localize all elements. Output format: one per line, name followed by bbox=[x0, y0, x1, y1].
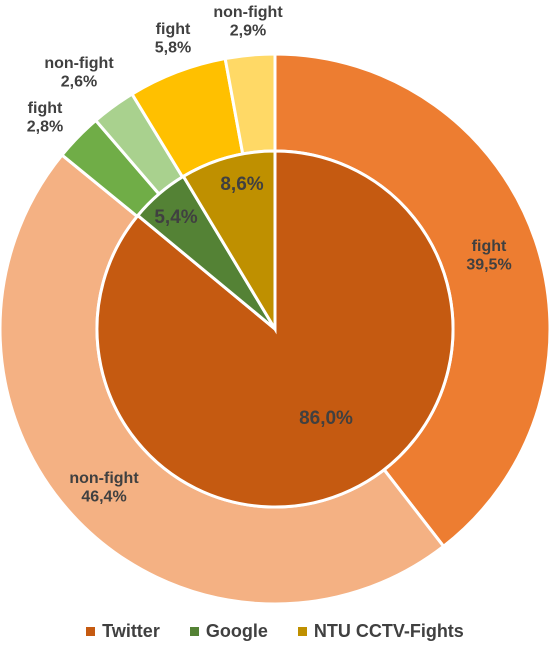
inner-slice-twitter bbox=[95, 149, 455, 509]
legend-item-twitter: Twitter bbox=[86, 621, 160, 642]
outer-label-google-non-fight: non-fight 2,6% bbox=[44, 55, 114, 91]
outer-label-google-fight: fight 2,8% bbox=[27, 100, 63, 136]
inner-label-twitter: 86,0% bbox=[299, 408, 353, 429]
outer-label-twitter-non-fight: non-fight 46,4% bbox=[69, 470, 139, 506]
legend-swatch bbox=[297, 626, 307, 636]
inner-pie bbox=[95, 149, 455, 509]
legend: Twitter Google NTU CCTV-Fights bbox=[0, 618, 550, 644]
legend-swatch bbox=[86, 626, 96, 636]
inner-slice-ntu-cctv-fights bbox=[181, 149, 277, 335]
outer-label-ntu-cctv-fights-fight: fight 5,8% bbox=[155, 21, 191, 57]
inner-label-google: 5,4% bbox=[154, 207, 197, 228]
legend-label: Twitter bbox=[102, 620, 160, 641]
outer-label-twitter-fight: fight 39,5% bbox=[466, 238, 511, 274]
legend-label: NTU CCTV-Fights bbox=[313, 620, 464, 641]
inner-label-ntu-cctv-fights: 8,6% bbox=[220, 174, 263, 195]
legend-label: Google bbox=[205, 620, 268, 641]
legend-item-ntu-cctv-fights: NTU CCTV-Fights bbox=[297, 620, 464, 642]
legend-swatch bbox=[189, 626, 199, 636]
legend-item-google: Google bbox=[189, 620, 268, 642]
outer-label-ntu-cctv-fights-non-fight: non-fight 2,9% bbox=[213, 4, 283, 40]
data-labels: 86,0% 5,4% 8,6% fight 39,5% non-fight 46,4% fig… bbox=[27, 4, 512, 506]
